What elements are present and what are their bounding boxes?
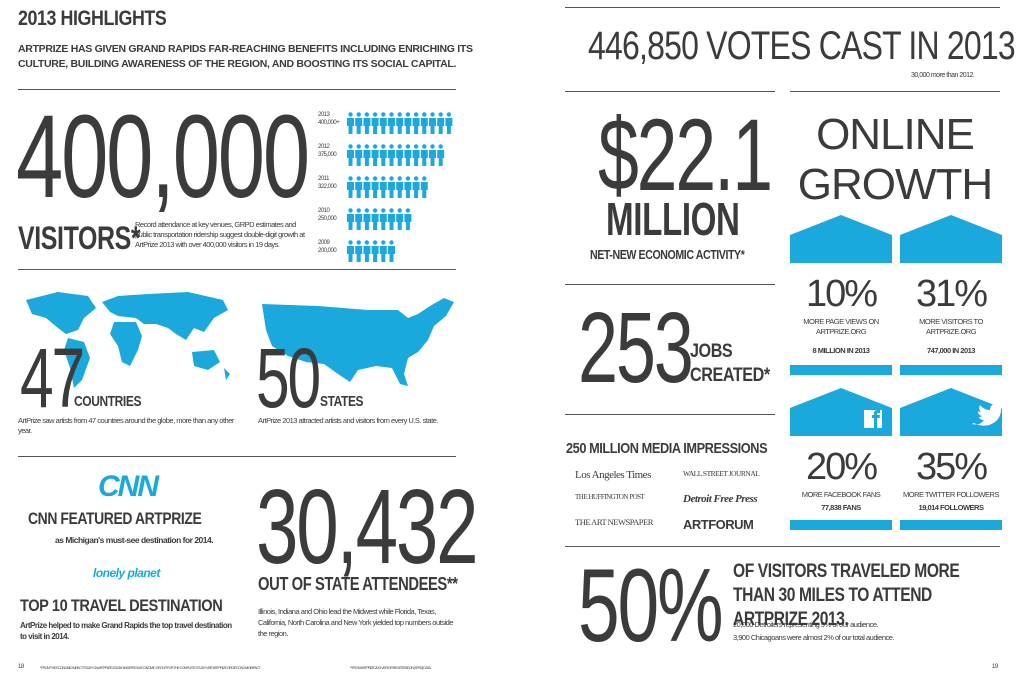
out-of-state-number: 30,432	[256, 468, 479, 586]
economic-label: NET-NEW ECONOMIC ACTIVITY*	[590, 248, 745, 262]
media-title: 250 MILLION MEDIA IMPRESSIONS	[566, 440, 768, 457]
history-count: 400,000+	[318, 120, 340, 126]
media-outlet: THE HUFFINGTON POST	[575, 493, 645, 501]
blue-bar	[900, 365, 1002, 375]
online-detail: 77,838 FANS	[821, 503, 861, 512]
cnn-note: as Michigan's must-see destination for 2…	[55, 535, 214, 545]
blue-bar	[790, 365, 892, 375]
blue-bar	[900, 520, 1002, 530]
history-year: 2009	[318, 240, 330, 246]
person-icons	[347, 176, 428, 198]
online-label: MORE TWITTER FOLLOWERS	[903, 490, 999, 499]
states-note: ArtPrize 2013 attracted artists and visi…	[258, 416, 438, 425]
house-shape	[790, 388, 892, 436]
history-count: 375,000	[318, 152, 337, 158]
blue-bar	[790, 520, 892, 530]
lonely-planet-note: ArtPrize helped to make Grand Rapids the…	[20, 621, 232, 641]
person-icons	[347, 144, 445, 166]
divider	[18, 456, 456, 457]
jobs-label: JOBS CREATED*	[690, 341, 770, 386]
divider	[18, 89, 456, 90]
economic-unit: MILLION	[606, 193, 740, 245]
media-outlet: Los Angeles Times	[575, 469, 651, 481]
visitors-note: Record attendance at key venues, GRPD es…	[135, 220, 305, 249]
online-percent: 31%	[915, 273, 988, 315]
media-outlet: WALL STREET JOURNAL	[683, 469, 760, 478]
economic-number: $22.1	[598, 98, 773, 212]
divider	[565, 284, 775, 285]
history-year: 2012	[318, 144, 330, 150]
votes-title: 446,850 VOTES CAST IN 2013	[588, 24, 1016, 68]
countries-number: 47	[20, 331, 85, 425]
online-title: ONLINE GROWTH	[797, 110, 993, 209]
history-count: 322,000	[318, 184, 337, 190]
countries-label: COUNTRIES	[74, 393, 142, 410]
travel-number: 50%	[578, 548, 724, 664]
cnn-title: CNN FEATURED ARTPRIZE	[28, 509, 202, 528]
divider	[565, 7, 1000, 8]
house-shape	[900, 215, 1002, 263]
out-of-state-label: OUT OF STATE ATTENDEES**	[258, 574, 458, 594]
footnote: *FROM THE ECONOMIC IMPACT STUDY ON ARTPR…	[40, 666, 261, 670]
states-number: 50	[256, 331, 321, 425]
online-percent: 35%	[915, 446, 988, 488]
intro: ARTPRIZE HAS GIVEN GRAND RAPIDS FAR-REAC…	[18, 43, 473, 70]
page-number: 18	[18, 664, 24, 670]
title: 2013 HIGHLIGHTS	[18, 7, 167, 30]
history-year: 2011	[318, 176, 329, 182]
online-label: MORE PAGE VIEWS ON ARTPRIZE.ORG	[803, 317, 879, 336]
divider	[18, 269, 456, 270]
person-icons	[347, 112, 453, 134]
page-number: 19	[992, 664, 998, 670]
lonely-planet-title: TOP 10 TRAVEL DESTINATION	[20, 596, 223, 615]
online-detail: 747,000 IN 2013	[927, 346, 975, 355]
cnn-logo: CNN	[98, 470, 159, 503]
divider	[790, 91, 1000, 92]
votes-note: 30,000 more than 2012.	[911, 72, 975, 79]
history-year: 2010	[318, 208, 330, 214]
online-label: MORE FACEBOOK FANS	[801, 490, 881, 499]
person-icons	[347, 208, 412, 230]
history-count: 200,000	[318, 248, 337, 254]
person-icons	[347, 240, 395, 262]
world-map	[26, 292, 230, 388]
jobs-number: 253	[578, 292, 694, 404]
states-label: STATES	[320, 393, 364, 410]
online-detail: 19,014 FOLLOWERS	[918, 503, 984, 512]
history-year: 2013	[318, 112, 330, 118]
visitors-number: 400,000	[16, 91, 310, 223]
travel-note: 20,000 Detroiters representing 9% of our…	[733, 620, 879, 629]
travel-note: 3,900 Chicagoans were almost 2% of our t…	[733, 633, 895, 642]
travel-title: OF VISITORS TRAVELED MORE THAN 30 MILES …	[733, 561, 960, 630]
footnote: **FROM ARTPRIZE 2013 VISITOR REGISTRATIO…	[350, 666, 431, 670]
media-outlet: ARTFORUM	[683, 517, 754, 532]
history-count: 250,000	[318, 216, 337, 222]
media-outlet: THE ART NEWSPAPER	[575, 517, 653, 527]
divider	[565, 91, 775, 92]
house-shape	[900, 388, 1003, 436]
visitors-label: VISITORS*	[18, 220, 141, 256]
online-percent: 10%	[805, 273, 878, 315]
online-label: MORE VISITORS TO ARTPRIZE.ORG	[919, 317, 983, 336]
out-of-state-note: Illinois, Indiana and Ohio lead the Midw…	[258, 607, 453, 638]
us-map	[262, 298, 454, 386]
divider	[565, 546, 1000, 547]
house-shape	[790, 215, 892, 263]
divider	[565, 414, 775, 415]
online-percent: 20%	[805, 446, 878, 488]
countries-note: ArtPrize saw artists from 47 countries a…	[18, 416, 234, 435]
media-outlet: Detroit Free Press	[683, 493, 758, 505]
online-detail: 8 MILLION IN 2013	[812, 346, 870, 355]
lonely-planet-logo: lonely planet	[93, 566, 160, 580]
